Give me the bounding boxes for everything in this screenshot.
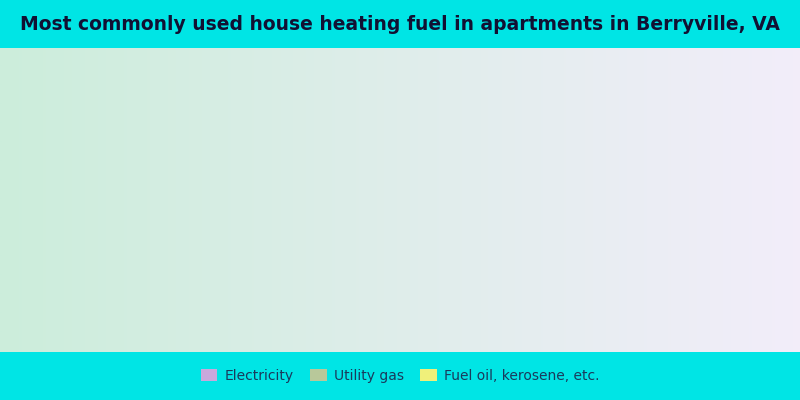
Wedge shape [452, 173, 524, 248]
Text: Most commonly used house heating fuel in apartments in Berryville, VA: Most commonly used house heating fuel in… [20, 14, 780, 34]
Legend: Electricity, Utility gas, Fuel oil, kerosene, etc.: Electricity, Utility gas, Fuel oil, kero… [201, 369, 599, 383]
Text: City-Data.com: City-Data.com [487, 57, 577, 70]
Wedge shape [275, 134, 491, 259]
Wedge shape [470, 240, 525, 259]
